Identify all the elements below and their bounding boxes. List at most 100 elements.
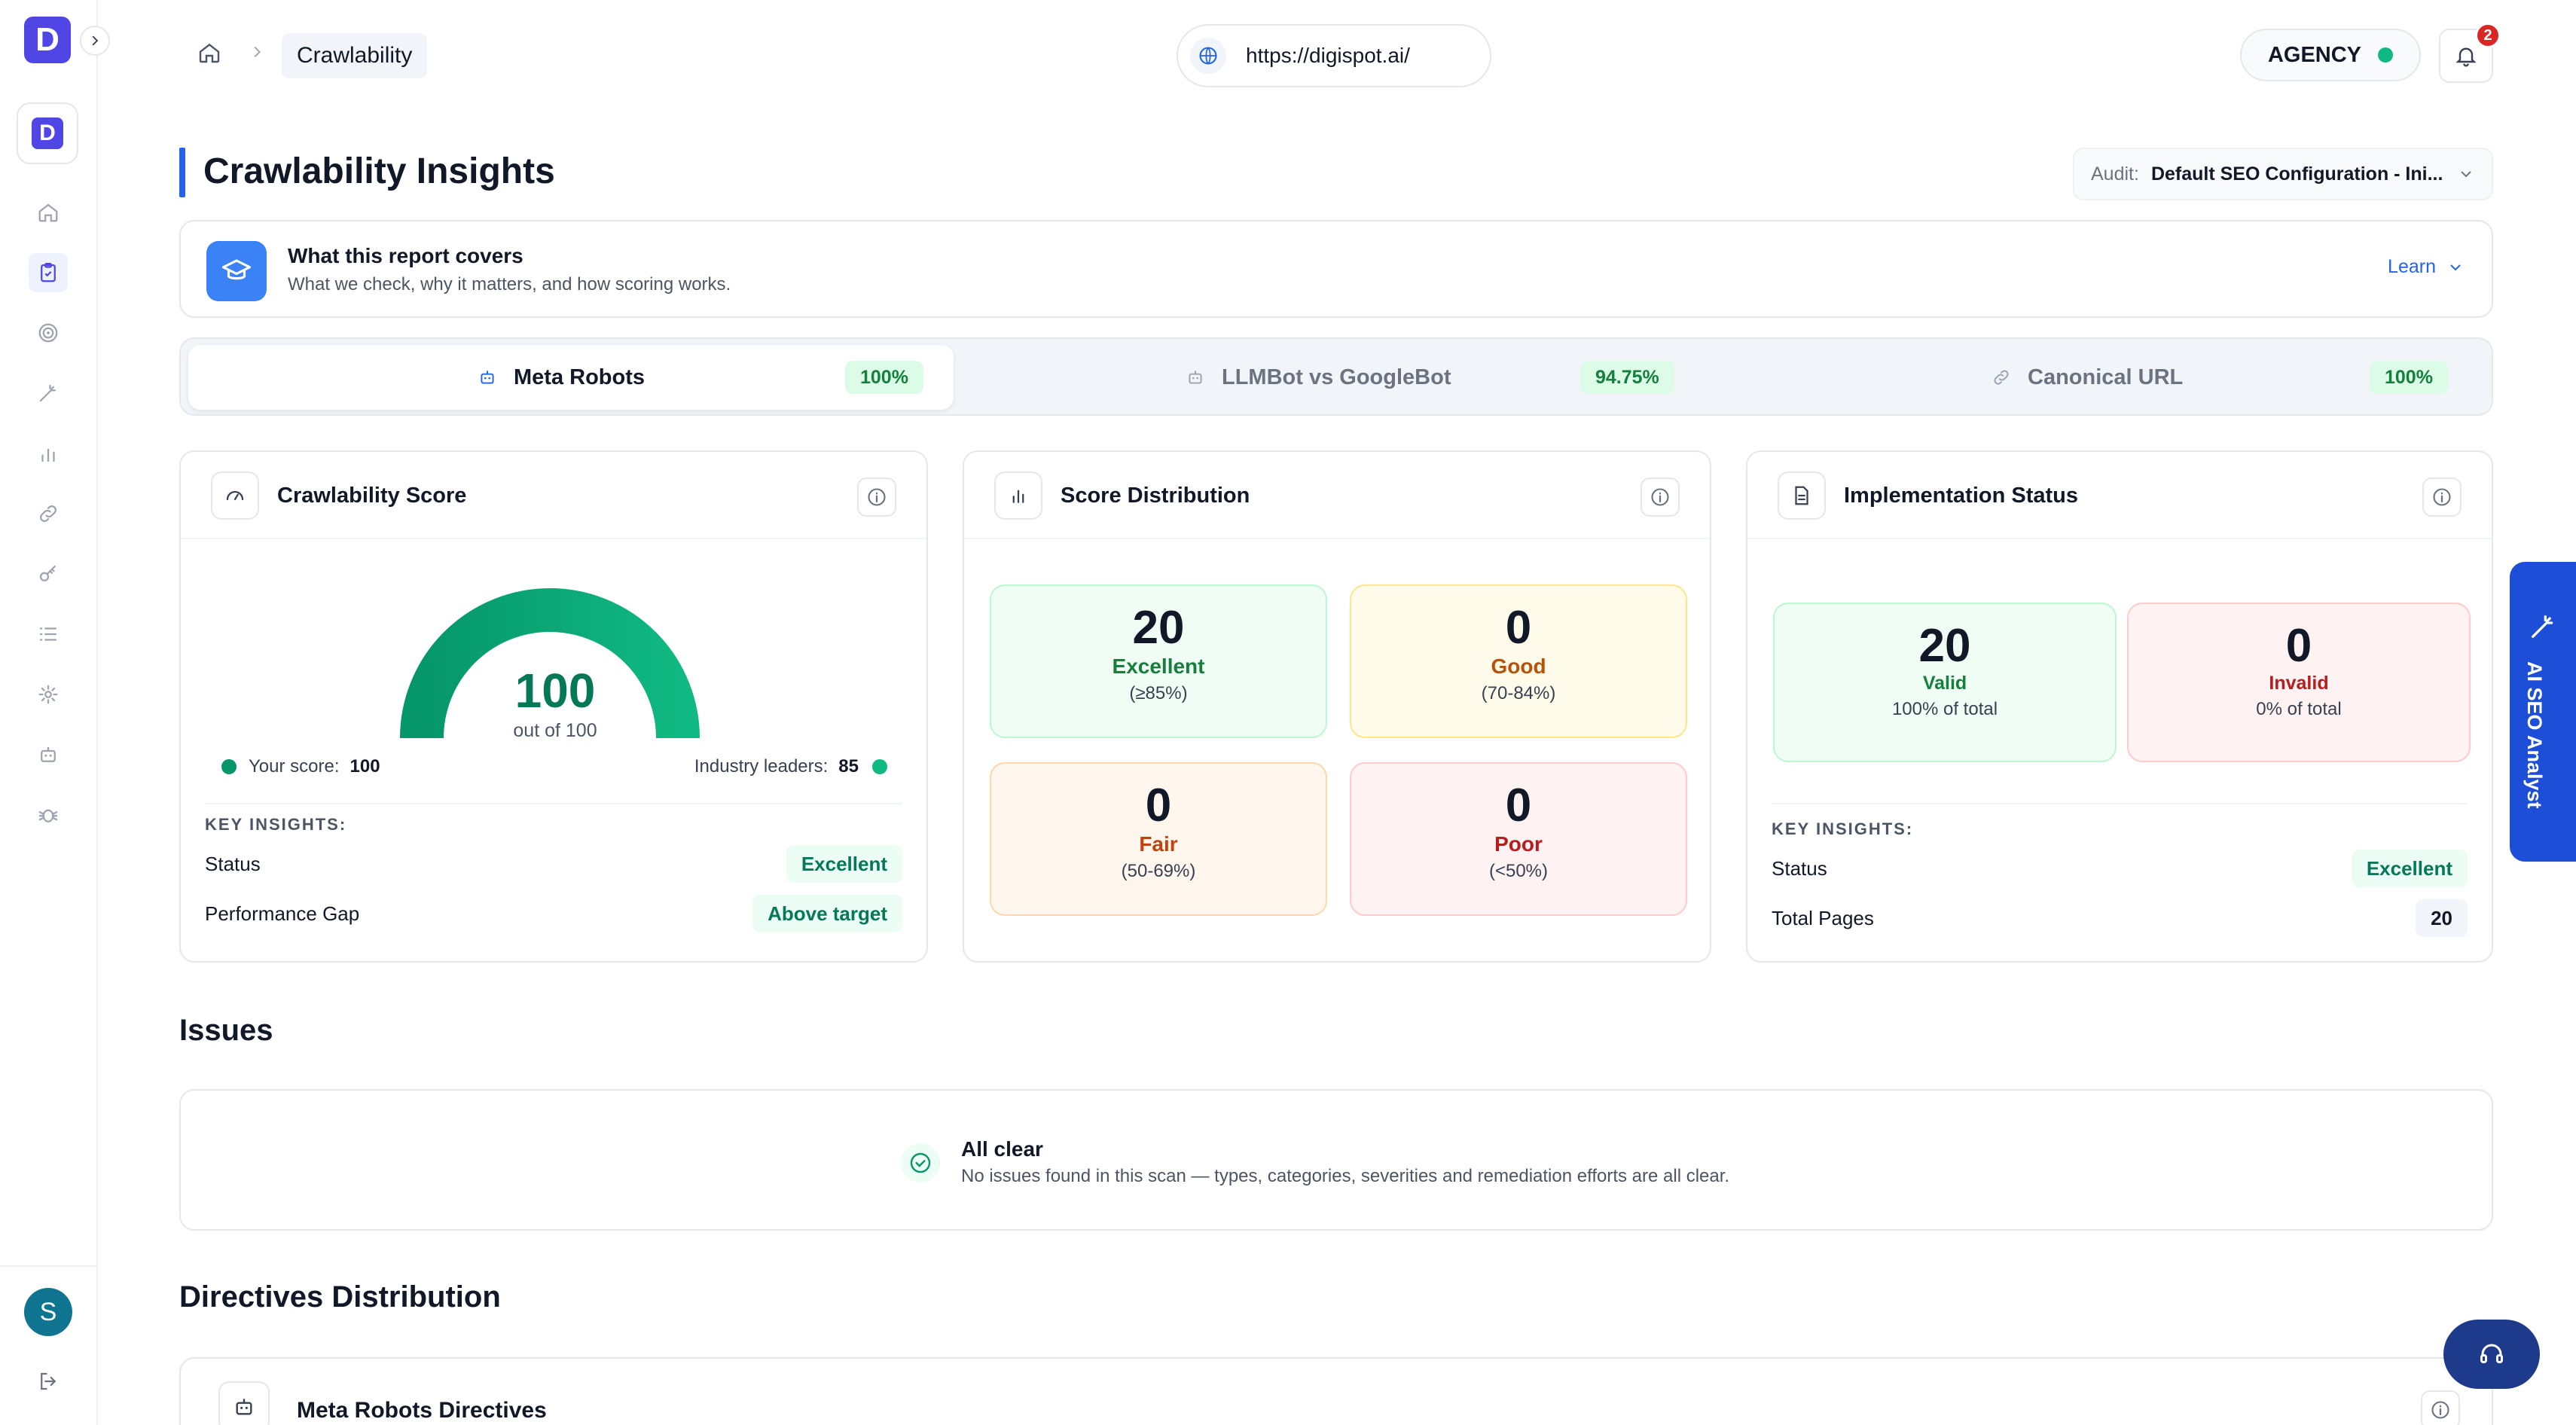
sidebar-divider [0, 1265, 96, 1267]
sidebar-item-crawler[interactable] [29, 795, 68, 835]
notifications-button[interactable]: 2 [2439, 23, 2501, 83]
sidebar-item-keywords[interactable] [29, 554, 68, 593]
report-covers-panel: What this report covers What we check, w… [179, 220, 2493, 318]
tab-score-badge: 94.75% [1580, 361, 1674, 394]
sidebar-item-analytics[interactable] [29, 434, 68, 473]
robot-icon [481, 371, 494, 384]
covers-title: What this report covers [288, 244, 523, 267]
fair-tile: 0 Fair (50-69%) [990, 762, 1327, 916]
audit-selector[interactable]: Audit: Default SEO Configuration - Ini..… [2073, 148, 2493, 200]
notification-count: 2 [2475, 23, 2501, 48]
tab-canonical-url[interactable]: Canonical URL 100% [1729, 345, 2483, 410]
bar-chart-icon [994, 471, 1042, 520]
tile-label: Valid [1922, 673, 1967, 694]
gap-badge: Above target [752, 895, 902, 932]
divider [205, 803, 902, 804]
site-url: https://digispot.ai/ [1246, 44, 1410, 67]
info-button[interactable] [1641, 478, 1680, 517]
breadcrumb-separator [249, 44, 265, 60]
issues-heading: Issues [179, 1014, 273, 1047]
globe-icon [1199, 47, 1217, 65]
score-out-of: out of 100 [513, 720, 597, 741]
sidebar-item-home[interactable] [29, 193, 68, 232]
status-badge: Excellent [786, 845, 902, 883]
insight-status-row: Status Excellent [205, 844, 902, 884]
info-button[interactable] [2421, 1390, 2460, 1425]
workspace-switcher[interactable]: D [17, 102, 78, 164]
chevron-right-icon [254, 46, 261, 58]
card-header: Crawlability Score [181, 452, 926, 539]
user-avatar[interactable]: S [24, 1288, 72, 1336]
your-score-value: 100 [349, 756, 380, 777]
tile-count: 0 [1505, 602, 1532, 654]
logout-icon [41, 1372, 56, 1390]
tab-score-badge: 100% [845, 361, 923, 394]
bar-chart-icon [41, 448, 55, 462]
support-chat-button[interactable] [2443, 1320, 2540, 1389]
key-icon [39, 565, 56, 581]
plan-label: AGENCY [2267, 42, 2362, 67]
info-icon [1651, 488, 1669, 506]
tile-count: 0 [1505, 780, 1532, 832]
tile-count: 20 [1918, 620, 1971, 672]
app-logo[interactable]: D [24, 17, 71, 63]
your-score-legend: Your score: 100 [221, 756, 380, 777]
all-clear-subtitle: No issues found in this scan — types, ca… [961, 1166, 1730, 1186]
chevron-down-icon [2461, 171, 2471, 178]
check-circle-icon [901, 1143, 940, 1182]
sidebar-item-list[interactable] [29, 615, 68, 654]
insight-label: Performance Gap [205, 902, 360, 925]
industry-label: Industry leaders: [694, 756, 829, 777]
gear-icon [38, 685, 58, 704]
breadcrumb-home[interactable] [197, 41, 221, 65]
sidebar-toggle-button[interactable] [80, 26, 110, 56]
headset-icon [2480, 1344, 2503, 1363]
sidebar-item-links[interactable] [29, 494, 68, 533]
tile-count: 0 [2285, 620, 2312, 672]
link-icon [40, 505, 56, 522]
tile-sub: 100% of total [1891, 699, 1998, 719]
title-accent-bar [179, 148, 185, 197]
legend-dot [872, 759, 887, 774]
workspace-logo: D [32, 117, 63, 149]
tile-count: 20 [1132, 602, 1185, 654]
tile-range: (<50%) [1488, 861, 1549, 881]
sidebar-item-audit[interactable] [29, 253, 68, 292]
sidebar-item-settings[interactable] [29, 675, 68, 714]
valid-tile: 20 Valid 100% of total [1773, 603, 2117, 762]
insight-gap-row: Performance Gap Above target [205, 893, 902, 934]
score-gauge [400, 588, 700, 739]
your-score-label: Your score: [249, 756, 340, 777]
link-icon [1994, 370, 2009, 385]
sidebar-item-target[interactable] [29, 313, 68, 352]
insight-label: Status [1772, 856, 1827, 880]
tab-llmbot-vs-googlebot[interactable]: LLMBot vs GoogleBot 94.75% [964, 345, 1729, 410]
learn-label: Learn [2388, 256, 2436, 277]
target-icon [38, 323, 58, 343]
info-icon [868, 488, 886, 506]
tab-label: LLMBot vs GoogleBot [1222, 365, 1451, 389]
plan-badge[interactable]: AGENCY [2240, 29, 2421, 81]
tile-label: Good [1491, 655, 1546, 678]
wand-icon [39, 384, 56, 402]
tab-meta-robots[interactable]: Meta Robots 100% [188, 345, 954, 410]
graduation-cap-icon [206, 241, 267, 301]
wand-icon [2532, 615, 2553, 638]
insight-pages-row: Total Pages 20 [1772, 898, 2468, 938]
crawlability-score-card: Crawlability Score 100 out of 100 Your s… [179, 450, 928, 963]
sidebar-item-bots[interactable] [29, 735, 68, 774]
info-button[interactable] [2422, 478, 2462, 517]
sidebar-item-tools[interactable] [29, 374, 68, 413]
breadcrumb-current: Crawlability [282, 33, 428, 78]
tile-range: (70-84%) [1481, 683, 1556, 703]
robot-icon [41, 747, 56, 762]
logout-button[interactable] [29, 1362, 68, 1401]
poor-tile: 0 Poor (<50%) [1350, 762, 1687, 916]
info-button[interactable] [857, 478, 896, 517]
audit-value: Default SEO Configuration - Ini... [2150, 163, 2443, 185]
learn-toggle[interactable]: Learn [2388, 256, 2465, 278]
tile-label: Fair [1139, 832, 1178, 856]
legend-dot [221, 759, 237, 774]
ai-seo-analyst-tab[interactable]: AI SEO Analyst [2510, 562, 2576, 862]
site-url-selector[interactable]: https://digispot.ai/ [1177, 24, 1491, 87]
